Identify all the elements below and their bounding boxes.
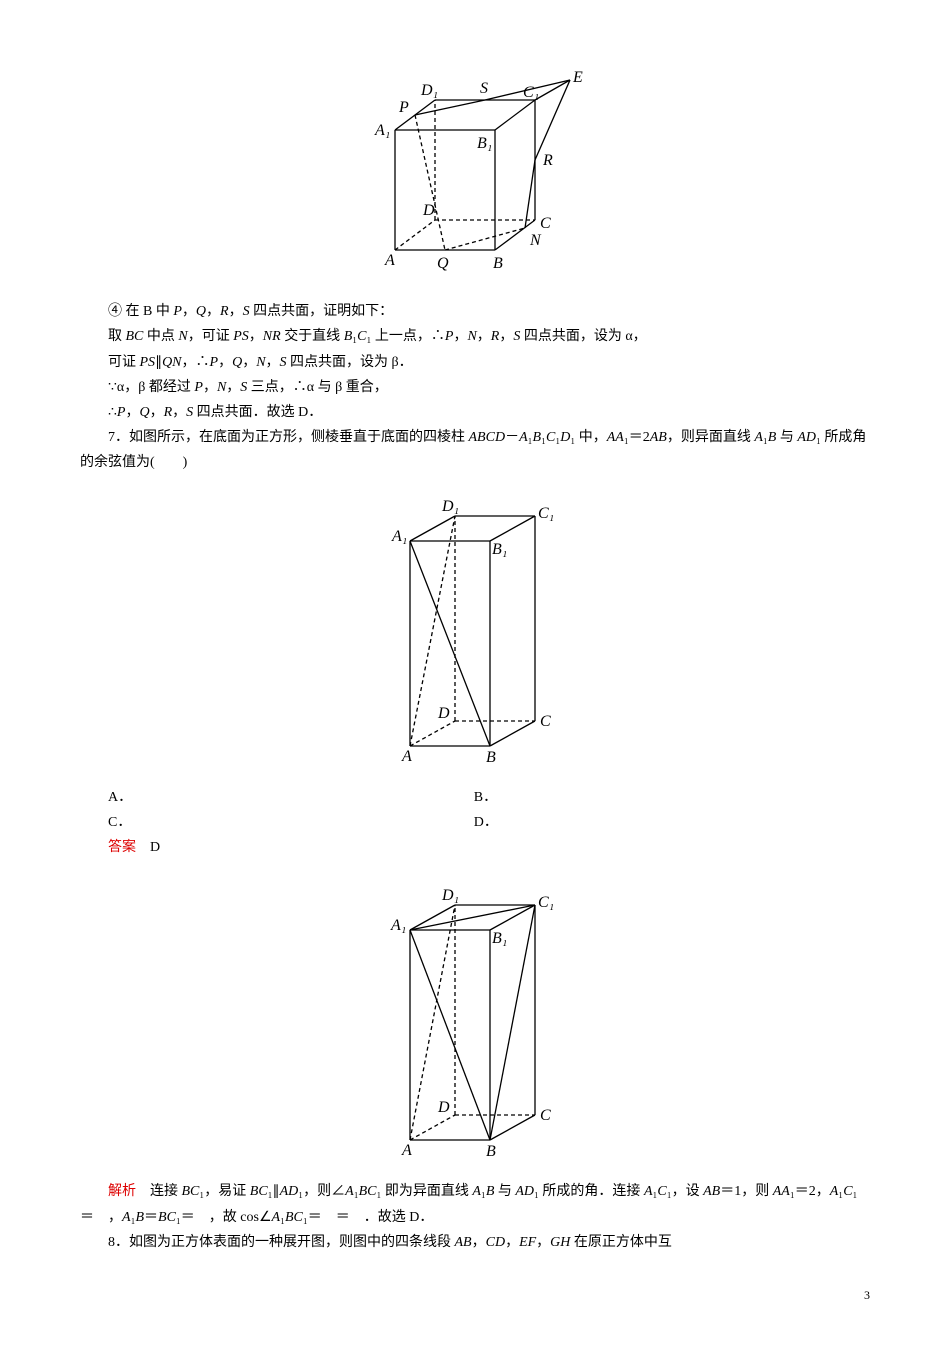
option-D: D．: [474, 810, 840, 835]
label-A1: A₁: [374, 122, 390, 139]
f2-A: A: [401, 748, 412, 765]
proof-line-2: 取 BC 中点 N，可证 PS，NR 交于直线 B₁C₁ 上一点，∴P，N，R，…: [80, 324, 870, 349]
label-C1: C₁: [523, 84, 539, 101]
f3-D1: D₁: [441, 887, 459, 904]
option-A: A．: [108, 785, 474, 810]
figure-prism-2: A B C D A₁ B₁ C₁ D₁: [80, 870, 870, 1169]
option-C: C．: [108, 810, 474, 835]
f3-C: C: [540, 1107, 551, 1124]
solution-text: 连接 BC₁，易证 BC₁∥AD₁，则∠A₁BC₁ 即为异面直线 A₁B 与 A…: [80, 1184, 857, 1224]
label-D: D: [422, 202, 435, 219]
label-B1: B₁: [477, 135, 492, 152]
f3-B1: B₁: [492, 930, 507, 947]
answer-value: D: [136, 840, 160, 855]
label-P: P: [398, 99, 409, 116]
f2-D: D: [437, 705, 450, 722]
proof-line-5: ∴P，Q，R，S 四点共面．故选 D．: [80, 400, 870, 425]
f3-A1: A₁: [390, 917, 406, 934]
figure-cube-pqrs: A B C D A₁ B₁ C₁ D₁ P S E R N Q: [80, 50, 870, 289]
f3-B: B: [486, 1143, 496, 1160]
proof-line-3: 可证 PS∥QN，∴P，Q，N，S 四点共面，设为 β．: [80, 350, 870, 375]
f2-A1: A₁: [391, 528, 407, 545]
label-C: C: [540, 215, 551, 232]
label-R: R: [542, 152, 553, 169]
f2-B1: B₁: [492, 541, 507, 558]
label-Q: Q: [437, 255, 449, 272]
question-7: 7．如图所示，在底面为正方形，侧棱垂直于底面的四棱柱 ABCD－A₁B₁C₁D₁…: [80, 425, 870, 475]
proof-line-1: ④ 在 B 中 P，Q，R，S 四点共面，证明如下：: [80, 299, 870, 324]
label-A: A: [384, 252, 395, 269]
figure-prism-1: A B C D A₁ B₁ C₁ D₁: [80, 486, 870, 775]
f3-C1: C₁: [538, 894, 554, 911]
f3-A: A: [401, 1142, 412, 1159]
answer-label: 答案: [108, 840, 136, 855]
f2-D1: D₁: [441, 498, 459, 515]
solution-line: 解析 连接 BC₁，易证 BC₁∥AD₁，则∠A₁BC₁ 即为异面直线 A₁B …: [80, 1179, 870, 1229]
f2-B: B: [486, 749, 496, 766]
label-E: E: [572, 69, 583, 86]
label-N: N: [529, 232, 542, 249]
question-8: 8．如图为正方体表面的一种展开图，则图中的四条线段 AB，CD，EF，GH 在原…: [80, 1230, 870, 1255]
proof-line-4: ∵α，β 都经过 P，N，S 三点，∴α 与 β 重合，: [80, 375, 870, 400]
option-B: B．: [474, 785, 840, 810]
page-number: 3: [80, 1285, 870, 1307]
answer-line: 答案 D: [80, 835, 870, 860]
options-row: A． B． C． D．: [108, 785, 870, 835]
f3-D: D: [437, 1099, 450, 1116]
label-B: B: [493, 255, 503, 272]
solution-label: 解析: [108, 1184, 136, 1199]
label-S: S: [480, 80, 488, 97]
f2-C: C: [540, 713, 551, 730]
f2-C1: C₁: [538, 505, 554, 522]
label-D1: D₁: [420, 82, 438, 99]
